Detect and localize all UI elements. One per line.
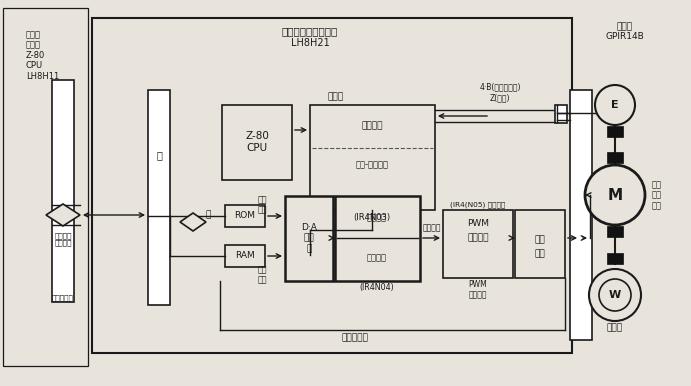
Bar: [515, 210, 565, 278]
Bar: [285, 196, 333, 281]
Text: 4·B(近似正弦波)
Z(索引): 4·B(近似正弦波) Z(索引): [480, 83, 521, 102]
Bar: [607, 253, 623, 264]
Bar: [443, 210, 513, 278]
Text: Z-80
CPU: Z-80 CPU: [245, 131, 269, 153]
Text: 后处理
计算机
Z-80
CPU
LH8H11: 后处理 计算机 Z-80 CPU LH8H11: [26, 30, 59, 81]
Text: RAM: RAM: [235, 252, 255, 261]
Text: 电流控制: 电流控制: [467, 234, 489, 242]
Text: 数码充: 数码充: [607, 323, 623, 332]
Circle shape: [599, 279, 631, 311]
Text: 频率-电压变换: 频率-电压变换: [355, 161, 388, 169]
Text: 驱动: 驱动: [535, 235, 545, 244]
Text: 输出: 输出: [535, 249, 545, 259]
Bar: [148, 90, 170, 305]
Bar: [570, 90, 592, 340]
Bar: [607, 126, 623, 137]
Text: 数据总线
控制总线: 数据总线 控制总线: [55, 232, 72, 246]
Text: 编码器
GPIR14B: 编码器 GPIR14B: [605, 22, 645, 41]
Bar: [310, 105, 435, 210]
Circle shape: [589, 269, 641, 321]
Text: 直流伺服电机控制板: 直流伺服电机控制板: [282, 26, 338, 36]
Bar: [607, 152, 623, 163]
Text: 口: 口: [205, 210, 211, 220]
Text: PWM: PWM: [467, 220, 489, 229]
Bar: [222, 105, 292, 180]
Text: 方向
设定: 方向 设定: [258, 195, 267, 214]
Text: W: W: [609, 290, 621, 300]
Text: LH8H21: LH8H21: [291, 38, 330, 48]
Text: 停止时锁定: 停止时锁定: [341, 334, 368, 342]
Text: 波形变换: 波形变换: [361, 122, 383, 130]
Text: ROM: ROM: [234, 212, 256, 220]
Text: 接: 接: [156, 150, 162, 160]
Text: D·A
变换
器: D·A 变换 器: [301, 223, 317, 253]
Bar: [52, 80, 74, 302]
Text: 直流
伺服
电机: 直流 伺服 电机: [652, 180, 662, 210]
Circle shape: [585, 165, 645, 225]
Bar: [335, 196, 420, 281]
Bar: [225, 245, 265, 267]
Text: 误差信号: 误差信号: [423, 223, 442, 232]
Text: (IR4(N05) 电流检出: (IR4(N05) 电流检出: [451, 201, 506, 208]
Bar: [607, 226, 623, 237]
Text: 速度增幅: 速度增幅: [367, 213, 387, 222]
Text: (IR4N04): (IR4N04): [359, 283, 395, 292]
Polygon shape: [46, 204, 80, 226]
Text: 位置增幅: 位置增幅: [367, 254, 387, 262]
Bar: [225, 205, 265, 227]
Text: E: E: [611, 100, 619, 110]
Text: 矩形波: 矩形波: [328, 93, 344, 102]
Text: M: M: [607, 188, 623, 203]
Bar: [555, 105, 567, 123]
Text: (IR4N03): (IR4N03): [353, 213, 390, 222]
Bar: [92, 18, 572, 353]
Bar: [3, 8, 88, 366]
Text: 扩展连接器: 扩展连接器: [52, 295, 74, 301]
Text: 速度
设定: 速度 设定: [258, 265, 267, 284]
Polygon shape: [180, 213, 206, 231]
Text: PWM
开关信号: PWM 开关信号: [468, 280, 487, 300]
Circle shape: [595, 85, 635, 125]
